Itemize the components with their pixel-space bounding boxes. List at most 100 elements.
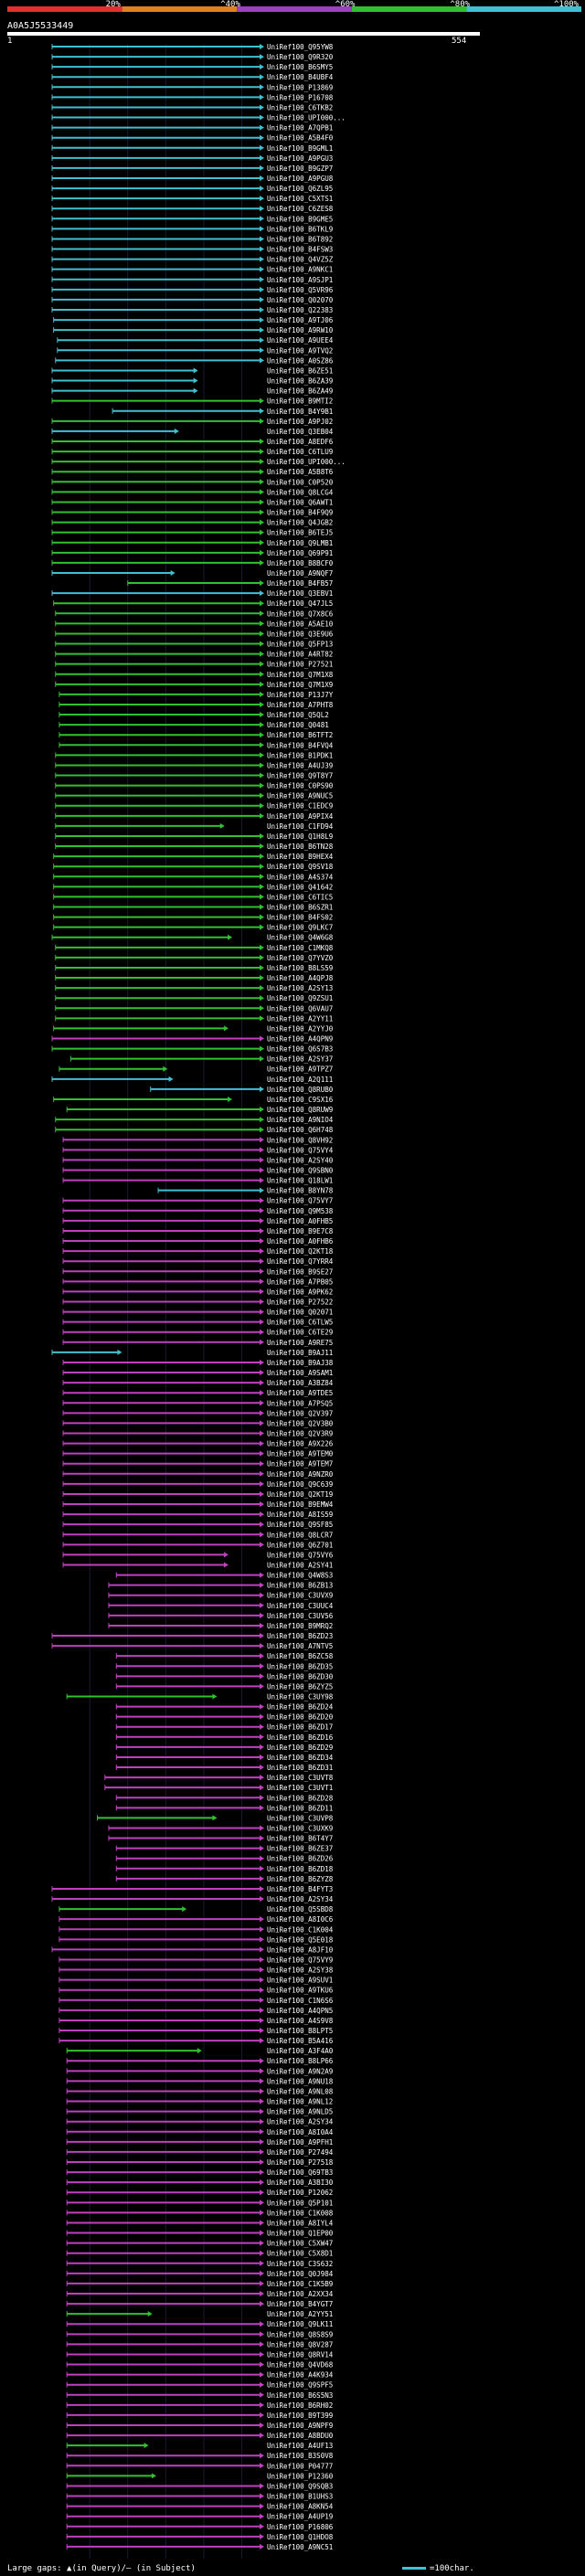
hit-label[interactable]: UniRef100_A2SY37 bbox=[267, 1055, 333, 1064]
hit-label[interactable]: UniRef100_A2SY41 bbox=[267, 1561, 333, 1569]
hit-label[interactable]: UniRef100_Q22383 bbox=[267, 306, 333, 314]
hit-label[interactable]: UniRef100_B9GML1 bbox=[267, 144, 333, 153]
hit-label[interactable]: UniRef100_Q75VY4 bbox=[267, 1146, 334, 1154]
hit-label[interactable]: UniRef100_Q5FP13 bbox=[267, 641, 333, 649]
hit-label[interactable]: UniRef100_Q6S7B3 bbox=[267, 1045, 333, 1054]
hit-label[interactable]: UniRef100_B6ZD11 bbox=[267, 1804, 333, 1812]
hit-label[interactable]: UniRef100_Q6AWT1 bbox=[267, 498, 333, 506]
hit-label[interactable]: UniRef100_A4QPN9 bbox=[267, 1035, 333, 1044]
hit-label[interactable]: UniRef100_Q69P91 bbox=[267, 549, 333, 557]
hit-label[interactable]: UniRef100_Q9SQB3 bbox=[267, 2482, 333, 2490]
hit-label[interactable]: UniRef100_B6T4Y7 bbox=[267, 1835, 333, 1843]
hit-label[interactable]: UniRef100_A9X226 bbox=[267, 1440, 334, 1448]
hit-label[interactable]: UniRef100_A9NC51 bbox=[267, 2543, 333, 2551]
hit-label[interactable]: UniRef100_A3F4A0 bbox=[267, 2047, 334, 2055]
hit-label[interactable]: UniRef100_A9PJ02 bbox=[267, 418, 333, 426]
hit-label[interactable]: UniRef100_Q0481 bbox=[267, 721, 329, 729]
hit-label[interactable]: UniRef100_Q9LKC7 bbox=[267, 924, 333, 932]
hit-label[interactable]: UniRef100_Q1H8L9 bbox=[267, 832, 333, 841]
hit-label[interactable]: UniRef100_A9N2A9 bbox=[267, 2067, 333, 2075]
hit-label[interactable]: UniRef100_B6ZD34 bbox=[267, 1754, 334, 1762]
hit-label[interactable]: UniRef100_Q5E018 bbox=[267, 1935, 334, 1944]
hit-label[interactable]: UniRef100_C3S632 bbox=[267, 2260, 333, 2268]
hit-label[interactable]: UniRef100_A9RW10 bbox=[267, 326, 334, 334]
hit-label[interactable]: UniRef100_A8IYL4 bbox=[267, 2219, 334, 2227]
hit-label[interactable]: UniRef100_B6ZD17 bbox=[267, 1723, 333, 1732]
hit-label[interactable]: UniRef100_A4RT82 bbox=[267, 651, 333, 659]
hit-label[interactable]: UniRef100_Q2V3B0 bbox=[267, 1419, 334, 1427]
hit-label[interactable]: UniRef100_A9SAM1 bbox=[267, 1369, 333, 1377]
hit-label[interactable]: UniRef100_A9PIX4 bbox=[267, 812, 334, 821]
hit-label[interactable]: UniRef100_Q8RV14 bbox=[267, 2350, 334, 2359]
hit-label[interactable]: UniRef100_B6ZYZ5 bbox=[267, 1682, 333, 1691]
hit-label[interactable]: UniRef100_B6ZD24 bbox=[267, 1703, 334, 1712]
hit-label[interactable]: UniRef100_C6TKB2 bbox=[267, 103, 333, 111]
hit-label[interactable]: UniRef100_C1N6S6 bbox=[267, 1997, 334, 2005]
hit-label[interactable]: UniRef100_B4YGT7 bbox=[267, 2300, 333, 2308]
hit-label[interactable]: UniRef100_B1UHS3 bbox=[267, 2493, 333, 2501]
hit-label[interactable]: UniRef100_B6RH02 bbox=[267, 2401, 333, 2410]
hit-label[interactable]: UniRef100_B6ZD31 bbox=[267, 1764, 333, 1772]
hit-label[interactable]: UniRef100_A8JF10 bbox=[267, 1945, 334, 1954]
hit-label[interactable]: UniRef100_Q8LCG4 bbox=[267, 488, 334, 496]
hit-label[interactable]: UniRef100_Q1HDO8 bbox=[267, 2533, 334, 2541]
hit-label[interactable]: UniRef100_A7QPB1 bbox=[267, 124, 333, 133]
hit-label[interactable]: UniRef100_B6ZC58 bbox=[267, 1652, 334, 1660]
hit-label[interactable]: UniRef100_B9GME5 bbox=[267, 215, 333, 223]
hit-label[interactable]: UniRef100_C6TLU9 bbox=[267, 448, 333, 456]
hit-label[interactable]: UniRef100_A8IS59 bbox=[267, 1511, 333, 1519]
hit-label[interactable]: UniRef100_Q47JL5 bbox=[267, 599, 333, 608]
hit-label[interactable]: UniRef100_B6ZD30 bbox=[267, 1672, 334, 1680]
hit-label[interactable]: UniRef100_Q2V397 bbox=[267, 1409, 333, 1417]
hit-label[interactable]: UniRef100_C3UVT8 bbox=[267, 1774, 334, 1782]
hit-label[interactable]: UniRef100_A5B4F0 bbox=[267, 134, 334, 143]
hit-label[interactable]: UniRef100_B1PDK1 bbox=[267, 751, 333, 759]
hit-label[interactable]: UniRef100_B9MTI2 bbox=[267, 398, 333, 406]
hit-label[interactable]: UniRef100_C0P520 bbox=[267, 478, 334, 486]
hit-label[interactable]: UniRef100_A9SJP1 bbox=[267, 276, 333, 284]
hit-label[interactable]: UniRef100_P27522 bbox=[267, 1299, 333, 1307]
hit-label[interactable]: UniRef100_C3UVP8 bbox=[267, 1814, 334, 1822]
hit-label[interactable]: UniRef100_UPI000... bbox=[267, 114, 346, 122]
hit-label[interactable]: UniRef100_A9PK62 bbox=[267, 1288, 333, 1296]
hit-label[interactable]: UniRef100_B6SMY5 bbox=[267, 63, 333, 71]
hit-label[interactable]: UniRef100_P27494 bbox=[267, 2148, 334, 2157]
hit-label[interactable]: UniRef100_C6ZES8 bbox=[267, 205, 334, 213]
hit-label[interactable]: UniRef100_A0FHB6 bbox=[267, 1237, 334, 1246]
hit-label[interactable]: UniRef100_C3UUC4 bbox=[267, 1602, 334, 1610]
hit-label[interactable]: UniRef100_Q6ZL95 bbox=[267, 185, 333, 193]
hit-label[interactable]: UniRef100_Q9ZSU1 bbox=[267, 994, 333, 1002]
hit-label[interactable]: UniRef100_A4S374 bbox=[267, 873, 334, 881]
hit-label[interactable]: UniRef100_A9TDE5 bbox=[267, 1389, 333, 1397]
hit-label[interactable]: UniRef100_Q4W8S3 bbox=[267, 1572, 333, 1580]
hit-label[interactable]: UniRef100_A2SY40 bbox=[267, 1156, 334, 1164]
hit-label[interactable]: UniRef100_B6ZA49 bbox=[267, 387, 333, 396]
hit-label[interactable]: UniRef100_Q3EBV1 bbox=[267, 589, 333, 598]
hit-label[interactable]: UniRef100_A2YY51 bbox=[267, 2310, 333, 2318]
hit-label[interactable]: UniRef100_P12062 bbox=[267, 2189, 333, 2197]
hit-label[interactable]: UniRef100_Q9M538 bbox=[267, 1207, 334, 1215]
hit-label[interactable]: UniRef100_B4FS02 bbox=[267, 914, 333, 922]
hit-label[interactable]: UniRef100_Q8VH92 bbox=[267, 1136, 333, 1144]
hit-label[interactable]: UniRef100_A4K934 bbox=[267, 2371, 334, 2380]
hit-label[interactable]: UniRef100_C0PS90 bbox=[267, 782, 334, 790]
hit-label[interactable]: UniRef100_Q6Z701 bbox=[267, 1541, 333, 1549]
hit-label[interactable]: UniRef100_B3S0V8 bbox=[267, 2452, 334, 2460]
hit-label[interactable]: UniRef100_A4QPJ8 bbox=[267, 974, 334, 982]
hit-label[interactable]: UniRef100_A7PSQ5 bbox=[267, 1399, 333, 1407]
hit-label[interactable]: UniRef100_B6T892 bbox=[267, 235, 333, 243]
hit-label[interactable]: UniRef100_C6TE29 bbox=[267, 1329, 333, 1337]
hit-label[interactable]: UniRef100_B8BCF0 bbox=[267, 559, 334, 567]
hit-label[interactable]: UniRef100_A9NZR0 bbox=[267, 1470, 334, 1479]
hit-label[interactable]: UniRef100_A2YY11 bbox=[267, 1014, 333, 1023]
hit-label[interactable]: UniRef100_B4FVQ4 bbox=[267, 741, 334, 749]
hit-label[interactable]: UniRef100_P16708 bbox=[267, 93, 334, 101]
hit-label[interactable]: UniRef100_Q5QL2 bbox=[267, 711, 329, 719]
hit-label[interactable]: UniRef100_B6ZD16 bbox=[267, 1733, 334, 1742]
hit-label[interactable]: UniRef100_Q18LW1 bbox=[267, 1177, 333, 1185]
hit-label[interactable]: UniRef100_P13869 bbox=[267, 83, 333, 91]
hit-label[interactable]: UniRef100_Q4VZ5Z bbox=[267, 256, 334, 264]
hit-label[interactable]: UniRef100_B8YN78 bbox=[267, 1187, 334, 1195]
hit-label[interactable]: UniRef100_P16806 bbox=[267, 2523, 334, 2531]
hit-label[interactable]: UniRef100_A0FHB5 bbox=[267, 1217, 333, 1225]
